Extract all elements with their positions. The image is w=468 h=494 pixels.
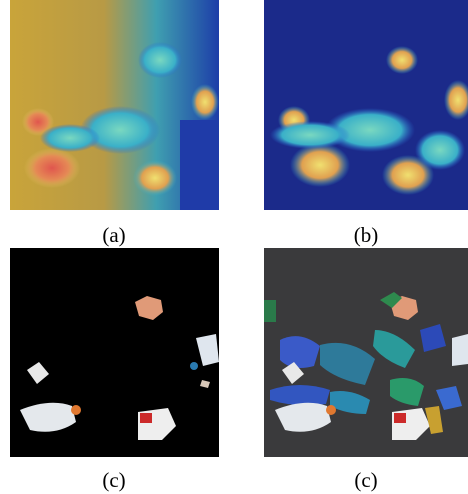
figure-canvas: (a) (b) (c) (c) xyxy=(0,0,468,494)
panel-label: (c) xyxy=(102,468,125,492)
panel-label: (c) xyxy=(354,468,377,492)
panel-c-image xyxy=(10,248,219,457)
panel-b-image xyxy=(264,0,468,210)
panel-a-image xyxy=(10,0,219,210)
panel-label: (b) xyxy=(354,223,379,247)
panel-label: (a) xyxy=(102,223,125,247)
panel-d-image xyxy=(264,248,468,457)
figure: (a) (b) (c) (c) xyxy=(0,0,468,494)
